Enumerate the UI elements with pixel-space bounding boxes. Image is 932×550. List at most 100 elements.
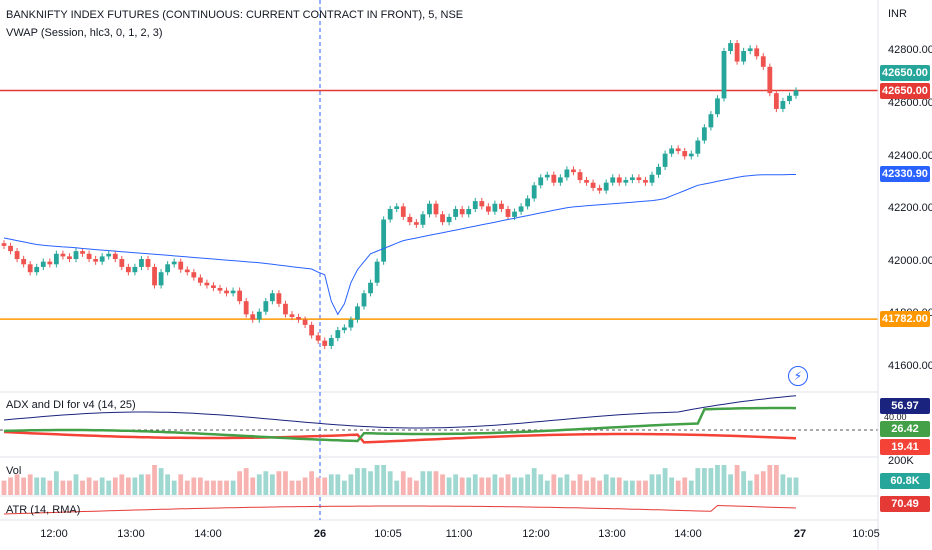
candle-body	[754, 48, 760, 57]
candle-body	[73, 251, 79, 260]
volume-bar	[682, 477, 688, 495]
candle-body	[688, 153, 694, 157]
volume-bar	[760, 471, 766, 495]
candle-body	[191, 272, 197, 278]
volume-bar	[741, 471, 747, 495]
volume-bar	[99, 477, 105, 495]
candle-body	[505, 209, 511, 217]
candle-body	[348, 319, 354, 328]
candle-body	[420, 214, 426, 225]
candle-body	[309, 324, 315, 336]
volume-bar	[518, 477, 524, 495]
volume-bar	[348, 474, 354, 495]
volume-bar	[328, 474, 334, 495]
candle-body	[86, 253, 92, 260]
orange-line-tag: 41782.00	[880, 311, 930, 327]
volume-bar	[656, 474, 661, 495]
adx-level-label: 40.00	[884, 412, 907, 422]
adx-legend[interactable]: ADX and DI for v4 (14, 25)	[6, 399, 136, 411]
candle-body	[577, 172, 583, 181]
candle-body	[400, 206, 406, 217]
volume-bar	[754, 474, 760, 495]
candle-body	[204, 282, 210, 286]
candle-body	[485, 206, 491, 212]
candle-body	[557, 177, 563, 183]
volume-bar	[440, 474, 445, 495]
volume-bar	[577, 474, 583, 495]
candle-body	[47, 261, 53, 265]
candle-body	[53, 253, 59, 265]
candle-body	[21, 259, 27, 265]
candle-body	[518, 206, 524, 212]
candle-body	[230, 290, 236, 294]
volume-bar	[459, 477, 465, 495]
candle-body	[636, 177, 642, 181]
price-tick: 41600.00	[888, 360, 932, 372]
atr-line	[3, 504, 797, 515]
atr-legend[interactable]: ATR (14, RMA)	[6, 504, 81, 516]
candle-body	[178, 261, 184, 270]
volume-bar	[224, 480, 229, 495]
candle-body	[531, 185, 537, 199]
volume-bar	[767, 465, 773, 495]
volume-bar	[296, 480, 301, 495]
volume-bar	[230, 480, 236, 495]
candle-body	[616, 177, 622, 183]
candle-body	[551, 174, 557, 183]
time-tick: 10:05	[852, 528, 880, 540]
candle-body	[564, 169, 570, 178]
volume-bar	[747, 480, 753, 495]
atr-tag: 70.49	[880, 496, 930, 512]
candle-body	[145, 259, 151, 267]
volume-bar	[276, 471, 282, 495]
volume-bar	[564, 474, 570, 495]
vol-legend[interactable]: Vol	[6, 465, 22, 477]
volume-bar	[21, 477, 27, 495]
volume-bar	[283, 471, 288, 495]
candle-body	[701, 127, 707, 141]
vwap-legend[interactable]: VWAP (Session, hlc3, 0, 1, 2, 3)	[6, 27, 163, 39]
volume-bar	[629, 480, 635, 495]
red-line-tag: 42650.00	[880, 83, 930, 99]
currency-label: INR	[888, 8, 907, 20]
volume-bar	[649, 474, 655, 495]
candle-body	[67, 256, 72, 260]
candle-body	[368, 282, 373, 294]
candle-body	[361, 293, 367, 307]
adx-tag: 56.97	[880, 398, 930, 414]
candle-body	[1, 243, 7, 246]
candle-body	[263, 301, 269, 312]
volume-bar	[204, 480, 210, 495]
volume-bar	[47, 480, 53, 495]
time-tick: 13:00	[598, 528, 626, 540]
volume-bar	[40, 477, 46, 495]
candle-body	[381, 219, 387, 262]
volume-bar	[309, 471, 315, 495]
candle-body	[407, 216, 413, 223]
flash-icon[interactable]: ⚡	[788, 366, 808, 386]
candle-body	[374, 261, 380, 283]
volume-bar	[479, 477, 485, 495]
volume-bar	[643, 480, 648, 495]
candle-body	[793, 90, 799, 96]
di-minus-tag: 19.41	[880, 439, 930, 455]
candle-body	[669, 148, 675, 154]
candle-body	[623, 180, 629, 183]
volume-bar	[531, 468, 537, 495]
candle-body	[283, 303, 288, 315]
vwap-tag: 42330.90	[880, 166, 930, 182]
volume-bar	[322, 477, 328, 495]
candle-body	[538, 177, 544, 186]
time-tick: 14:00	[674, 528, 702, 540]
volume-bar	[512, 477, 517, 495]
candle-body	[747, 48, 753, 51]
candle-body	[767, 66, 773, 94]
candle-body	[355, 306, 360, 320]
volume-bar	[302, 477, 308, 495]
volume-bar	[381, 465, 387, 495]
volume-bar	[34, 477, 40, 495]
candle-body	[256, 311, 262, 320]
volume-bar	[492, 474, 498, 495]
candle-body	[446, 216, 452, 223]
